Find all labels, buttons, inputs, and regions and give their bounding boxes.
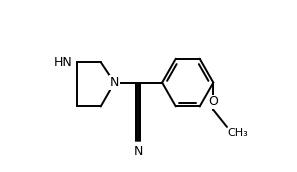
- Text: HN: HN: [54, 56, 72, 69]
- Text: CH₃: CH₃: [228, 128, 249, 138]
- Text: O: O: [208, 95, 218, 108]
- Text: N: N: [134, 145, 143, 158]
- Text: N: N: [110, 76, 119, 89]
